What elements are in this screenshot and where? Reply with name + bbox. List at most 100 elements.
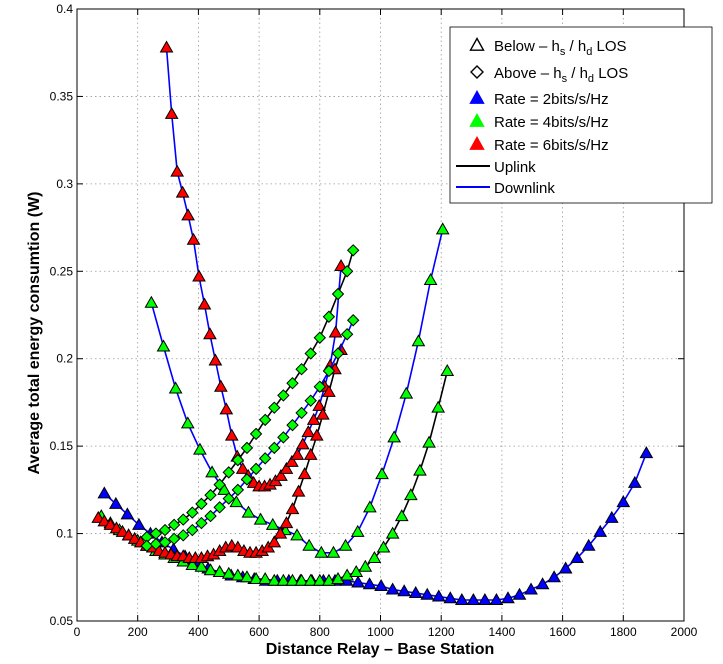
data-point [394,509,409,522]
data-point [501,591,515,604]
data-point [322,573,336,586]
data-point [186,523,199,537]
data-point [309,428,324,441]
data-point [205,465,219,478]
data-point [524,582,538,595]
data-point [194,559,209,572]
data-point [249,462,263,476]
data-point [164,106,179,119]
data-point [241,505,256,518]
grid [77,9,684,621]
data-point [258,452,272,465]
data-point [279,461,294,474]
data-point [279,516,294,529]
data-point [240,441,254,455]
data-point [158,523,172,537]
legend-below-mid: / h [565,38,586,55]
data-point [219,402,234,415]
data-point [385,582,400,595]
legend-triangle-marker [469,37,485,51]
data-point [302,538,317,551]
data-point [240,473,254,486]
data-point [222,492,235,505]
data-point [639,446,654,459]
data-point [423,273,438,286]
data-point [338,538,353,551]
legend-entry-downlink: Downlink [456,180,555,197]
data-point [230,568,245,581]
x-tick-label: 2000 [671,625,698,639]
data-point [224,428,239,441]
legend-below-sub-d: d [586,46,592,58]
data-point [331,347,345,360]
legend: Below – hs / hd LOS Above – hs / hd LOS … [449,26,713,204]
data-point [204,488,217,502]
legend-above-pre: Above – h [494,65,562,82]
data-point [328,325,343,338]
data-point [350,524,365,537]
data-point [290,447,305,460]
data-point [616,495,631,508]
legend-diamond-marker [470,65,484,79]
data-point [351,575,365,588]
data-point [193,442,207,455]
data-point [276,573,291,586]
data-point [362,577,377,590]
x-tick-label: 400 [188,625,208,639]
legend-rate-6-label: Rate = 6bits/s/Hz [494,137,609,154]
legend-box [449,26,713,204]
data-point [604,510,619,523]
data-point [273,526,288,539]
legend-triangle-marker [469,136,485,150]
data-point [322,364,336,378]
data-point [331,287,345,301]
legend-below-sub-s: s [560,46,566,58]
data-point [177,529,190,542]
legend-uplink-label: Uplink [494,159,536,176]
axis-ticks: 0 200 400 600 800 1000 1200 1400 1600 1800 2000 0.0… [50,2,698,639]
y-tick-label: 0.2 [56,352,73,366]
series-line [103,452,648,601]
data-point [315,407,330,420]
data-point [120,507,135,520]
data-point [265,517,280,530]
data-point [367,551,382,564]
legend-entry-above-los: Above – hs / hd LOS [470,65,628,85]
legend-entry-uplink: Uplink [456,159,536,176]
series-2 [97,446,654,606]
data-point [235,461,250,474]
data-point [387,430,402,443]
x-tick-label: 0 [74,625,81,639]
data-point [175,185,190,198]
x-axis-label: Distance Relay – Base Station [266,641,495,658]
data-point [593,524,608,537]
legend-entry-below-los: Below – hs / hd LOS [469,37,627,58]
data-point [274,468,288,481]
x-tick-label: 600 [249,625,269,639]
legend-entry-rate-6: Rate = 6bits/s/Hz [469,136,609,154]
data-point [204,509,217,523]
data-point [334,259,348,272]
svg-text:Below – hs / hd LOS: Below – hs / hd LOS [494,38,627,58]
data-point [253,512,268,525]
data-point [376,540,391,553]
data-point [221,566,236,579]
data-point [358,559,373,572]
legend-rate-4-label: Rate = 4bits/s/Hz [494,114,609,131]
data-point [192,269,206,282]
data-point [212,565,227,578]
y-tick-label: 0.4 [56,2,73,16]
data-point [249,427,263,441]
data-point [268,401,281,414]
data-point [558,561,573,574]
data-point [132,517,146,530]
data-point [420,587,435,600]
y-axis-label: Average total energy consumtion (W) [26,192,43,475]
data-point [301,425,316,438]
data-point [322,384,336,397]
data-point [185,558,200,571]
data-point [303,447,318,460]
data-point [454,593,469,606]
data-point [108,496,123,509]
